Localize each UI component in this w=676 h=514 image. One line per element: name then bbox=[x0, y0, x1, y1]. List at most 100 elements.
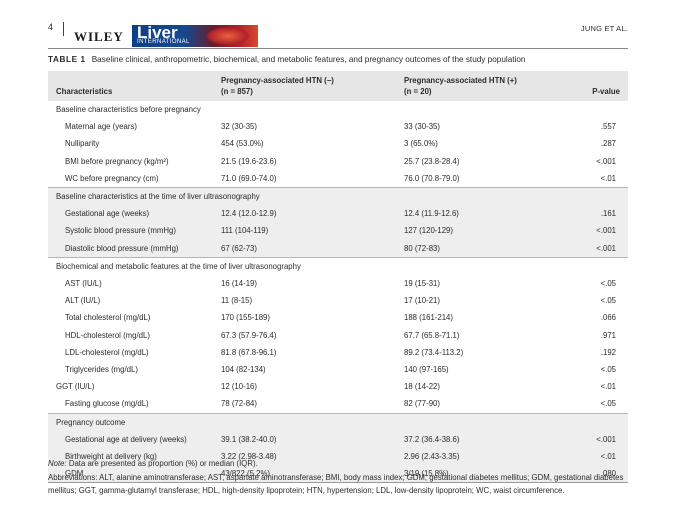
journal-logo-main: Liver bbox=[137, 25, 178, 42]
section-header-row: Biochemical and metabolic features at th… bbox=[48, 256, 628, 276]
journal-logo-sub: INTERNATIONAL bbox=[137, 39, 190, 45]
note-label: Note: bbox=[48, 459, 67, 468]
p-value: <.05 bbox=[600, 399, 616, 409]
table-row: Birthweight at delivery (kg) 3.22 (2.98-3… bbox=[48, 448, 628, 466]
table-row: Systolic blood pressure (mmHg) 111 (104-1… bbox=[48, 222, 628, 240]
page-header: 4 WILEY Liver INTERNATIONAL JUNG ET AL. bbox=[48, 22, 628, 48]
htn-positive-value: 76.0 (70.8-79.0) bbox=[404, 173, 460, 183]
row-label: WC before pregnancy (cm) bbox=[65, 173, 159, 183]
note-text: Data are presented as proportion (%) or … bbox=[68, 459, 258, 468]
table-row: Triglycerides (mg/dL) 104 (82-134) 140 (97… bbox=[48, 361, 628, 378]
htn-positive-value: 12.4 (11.9-12.6) bbox=[396, 205, 578, 223]
p-value: <.001 bbox=[578, 430, 628, 449]
htn-negative-value: 170 (155-189) bbox=[221, 313, 270, 323]
htn-positive-value: 25.7 (23.8-28.4) bbox=[404, 156, 460, 166]
row-label: Fasting glucose (mg/dL) bbox=[65, 399, 149, 409]
col-header-pvalue: P-value bbox=[578, 71, 628, 101]
p-value: <.01 bbox=[600, 173, 616, 183]
htn-positive-value: 37.2 (36.4-38.6) bbox=[396, 430, 578, 449]
page-number: 4 bbox=[48, 22, 54, 32]
section-title: Pregnancy outcome bbox=[48, 412, 628, 431]
row-label: Diastolic blood pressure (mmHg) bbox=[48, 239, 213, 258]
htn-negative-value: 21.5 (19.6-23.6) bbox=[221, 156, 277, 166]
p-value: .287 bbox=[600, 139, 616, 149]
row-label: BMI before pregnancy (kg/m²) bbox=[65, 156, 169, 166]
p-value: .066 bbox=[600, 313, 616, 323]
p-value: <.001 bbox=[578, 222, 628, 240]
p-value: .971 bbox=[600, 330, 616, 340]
table-row: Gestational age at delivery (weeks) 39.1 … bbox=[48, 430, 628, 449]
table-row: Total cholesterol (mg/dL) 170 (155-189) 18… bbox=[48, 309, 628, 326]
table-body: Baseline characteristics before pregnanc… bbox=[48, 101, 628, 484]
publisher-logo: WILEY bbox=[74, 29, 124, 44]
section-title: Baseline characteristics at the time of … bbox=[48, 187, 628, 206]
table-row: Maternal age (years) 32 (30-35) 33 (30-35)… bbox=[48, 118, 628, 135]
htn-negative-value: 454 (53.0%) bbox=[221, 139, 264, 149]
section-title: Baseline characteristics before pregnanc… bbox=[56, 105, 201, 114]
p-value: .080 bbox=[578, 465, 628, 484]
table-row: GDM 43/822 (5.2%) 3/19 (15.8%) .080 bbox=[48, 465, 628, 484]
row-label: Gestational age at delivery (weeks) bbox=[48, 430, 213, 449]
htn-negative-value: 16 (14-19) bbox=[221, 279, 257, 289]
row-label: Total cholesterol (mg/dL) bbox=[65, 313, 151, 323]
table-row: AST (IU/L) 16 (14-19) 19 (15-31) <.05 bbox=[48, 275, 628, 292]
htn-negative-value: 11 (8-15) bbox=[221, 296, 253, 306]
htn-positive-value: 3 (65.0%) bbox=[404, 139, 438, 149]
htn-positive-value: 33 (30-35) bbox=[404, 122, 440, 132]
p-value: <.01 bbox=[578, 448, 628, 466]
htn-negative-value: 71.0 (69.0-74.0) bbox=[221, 173, 277, 183]
table-row: GGT (IU/L) 12 (10-16) 18 (14-22) <.01 bbox=[48, 378, 628, 395]
row-label: AST (IU/L) bbox=[65, 279, 102, 289]
htn-negative-value: 3.22 (2.98-3.48) bbox=[213, 448, 396, 466]
table-caption-text: Baseline clinical, anthropometric, bioch… bbox=[91, 55, 526, 64]
htn-negative-value: 32 (30-35) bbox=[221, 122, 257, 132]
htn-negative-value: 12 (10-16) bbox=[221, 382, 257, 392]
abbreviations-footnote: Abbreviations: ALT, alanine aminotransfe… bbox=[48, 473, 624, 495]
htn-positive-value: 89.2 (73.4-113.2) bbox=[404, 347, 464, 357]
table-row: BMI before pregnancy (kg/m²) 21.5 (19.6-2… bbox=[48, 153, 628, 170]
p-value: <.05 bbox=[600, 279, 616, 289]
table-header-row: Characteristics Pregnancy-associated HTN… bbox=[48, 71, 628, 101]
p-value: .192 bbox=[600, 347, 616, 357]
p-value: <.01 bbox=[600, 382, 616, 392]
section-title: Biochemical and metabolic features at th… bbox=[48, 256, 628, 276]
table-row: LDL-cholesterol (mg/dL) 81.8 (67.8-96.1) 8… bbox=[48, 344, 628, 361]
table-label: TABLE 1 bbox=[48, 55, 86, 64]
htn-negative-value: 104 (82-134) bbox=[221, 365, 266, 375]
htn-negative-value: 111 (104-119) bbox=[213, 222, 396, 240]
liver-image-icon bbox=[206, 27, 250, 45]
p-value: .161 bbox=[578, 205, 628, 223]
row-label: HDL-cholesterol (mg/dL) bbox=[65, 330, 150, 340]
col-header-htn-negative: Pregnancy-associated HTN (−) (n = 857) bbox=[213, 71, 396, 101]
section-header-row: Baseline characteristics before pregnanc… bbox=[48, 101, 628, 118]
table-caption: TABLE 1 Baseline clinical, anthropometric… bbox=[48, 55, 638, 64]
section-header-row: Pregnancy outcome bbox=[48, 412, 628, 431]
htn-positive-value: 188 (161-214) bbox=[404, 313, 453, 323]
row-label: Systolic blood pressure (mmHg) bbox=[48, 222, 213, 240]
htn-positive-value: 3/19 (15.8%) bbox=[396, 465, 578, 484]
row-label: Triglycerides (mg/dL) bbox=[65, 365, 138, 375]
htn-negative-value: 67 (62-73) bbox=[213, 239, 396, 258]
htn-positive-value: 18 (14-22) bbox=[404, 382, 440, 392]
table-row: Diastolic blood pressure (mmHg) 67 (62-73… bbox=[48, 239, 628, 258]
row-label: LDL-cholesterol (mg/dL) bbox=[65, 347, 149, 357]
htn-negative-value: 43/822 (5.2%) bbox=[213, 465, 396, 484]
table-row: Fasting glucose (mg/dL) 78 (72-84) 82 (77-… bbox=[48, 395, 628, 413]
header-rule bbox=[48, 48, 628, 49]
row-label: GDM bbox=[48, 465, 213, 484]
row-label: Maternal age (years) bbox=[65, 122, 137, 132]
row-label: GGT (IU/L) bbox=[56, 382, 95, 392]
row-label: Birthweight at delivery (kg) bbox=[48, 448, 213, 466]
section-header-row: Baseline characteristics at the time of … bbox=[48, 187, 628, 206]
htn-positive-value: 67.7 (65.8-71.1) bbox=[404, 330, 460, 340]
htn-negative-value: 12.4 (12.0-12.9) bbox=[213, 205, 396, 223]
htn-negative-value: 78 (72-84) bbox=[221, 399, 257, 409]
p-value: <.001 bbox=[578, 239, 628, 258]
htn-negative-value: 81.8 (67.8-96.1) bbox=[221, 347, 277, 357]
table-note: Note: Data are presented as proportion (… bbox=[48, 458, 638, 470]
row-label: ALT (IU/L) bbox=[65, 296, 101, 306]
table-row: Gestational age (weeks) 12.4 (12.0-12.9) 1… bbox=[48, 205, 628, 223]
table-row: Nulliparity 454 (53.0%) 3 (65.0%) .287 bbox=[48, 135, 628, 152]
htn-positive-value: 17 (10-21) bbox=[404, 296, 440, 306]
col-header-htn-positive: Pregnancy-associated HTN (+) (n = 20) bbox=[396, 71, 578, 101]
